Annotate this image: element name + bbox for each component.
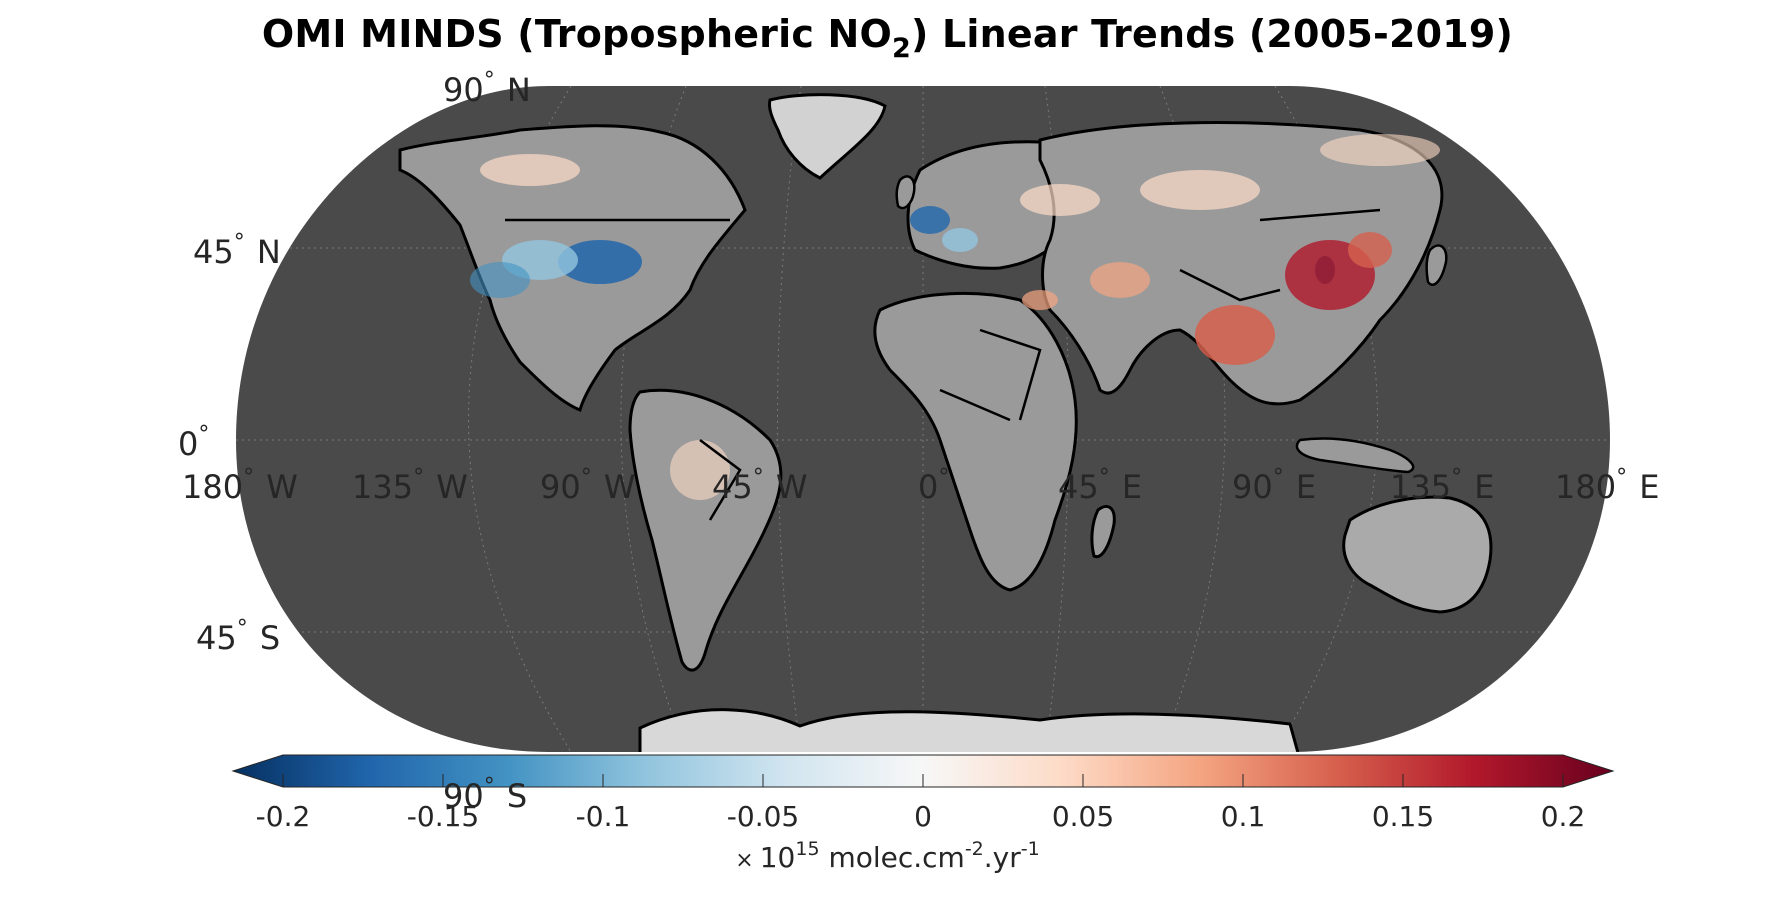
lon-label: 135° E (1390, 465, 1495, 506)
trend-increase-regions (480, 134, 1440, 500)
lon-label: 90° W (540, 465, 636, 506)
map-content (236, 86, 1610, 752)
colorbar-tick-label: 0.2 (1540, 800, 1586, 833)
colorbar-tick-label: -0.1 (575, 800, 631, 833)
colorbar-tick-label: 0 (914, 800, 932, 833)
british-isles (895, 175, 916, 210)
lon-label: 135° W (352, 465, 468, 506)
lat-label-45s: 45° S (196, 616, 281, 657)
colorbar-tick-label: 0.15 (1371, 800, 1435, 833)
country-borders (505, 208, 1381, 521)
maritime-southeast-asia (1295, 437, 1415, 474)
colorbar-ticks (282, 774, 1564, 787)
lon-label: 180° W (182, 465, 298, 506)
lat-label-90n: 90° N (443, 68, 531, 109)
lat-label-90s: 90° S (443, 774, 528, 815)
antarctica (638, 708, 1302, 752)
colorbar-tick-label: 0.05 (1051, 800, 1115, 833)
australia (1342, 495, 1493, 614)
lon-label: 45° W (712, 465, 808, 506)
colorbar-tick-label: -0.15 (406, 800, 480, 833)
lon-label: 45° E (1058, 465, 1143, 506)
colorbar (231, 754, 1615, 788)
lon-label: 90° E (1232, 465, 1317, 506)
lat-label-45n: 45° N (193, 230, 281, 271)
colorbar-tick-label: -0.05 (726, 800, 800, 833)
south-america (628, 388, 783, 672)
lon-label: 180° E (1555, 465, 1660, 506)
colorbar-tick-label: -0.2 (255, 800, 311, 833)
japan (1425, 244, 1448, 286)
map-title: OMI MINDS (Tropospheric NO2) Linear Tren… (261, 12, 1514, 64)
lon-label: 0° (918, 465, 950, 506)
colorbar-tick-label: 0.1 (1220, 800, 1266, 833)
madagascar (1090, 505, 1116, 559)
graticule (236, 86, 1610, 752)
greenland (768, 93, 887, 180)
colorbar-unit-label: × 1015 molec.cm-2.yr-1 (735, 838, 1040, 874)
lat-label-0: 0° (178, 422, 210, 463)
